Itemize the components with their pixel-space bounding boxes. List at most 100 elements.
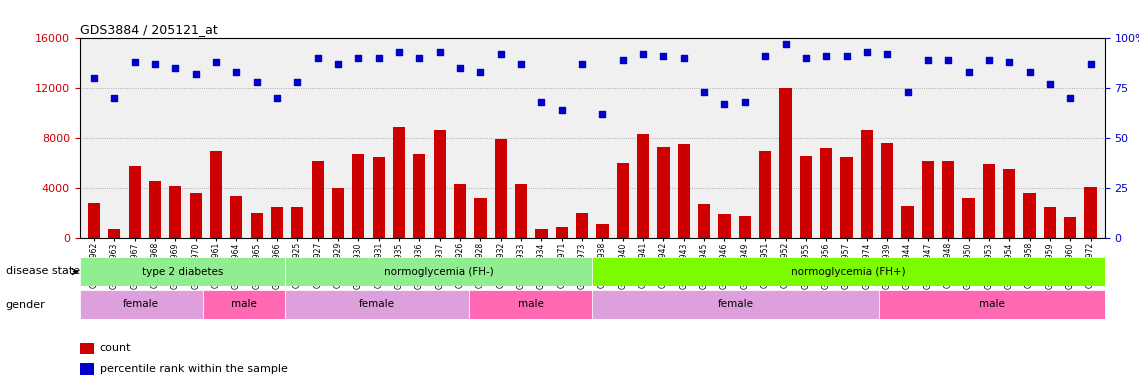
Bar: [210, 151, 222, 238]
Bar: [901, 206, 913, 238]
FancyBboxPatch shape: [80, 290, 203, 319]
Bar: [657, 147, 670, 238]
Point: [939, 57, 957, 63]
Text: gender: gender: [6, 300, 46, 310]
Point: [1000, 59, 1018, 65]
Bar: [474, 198, 486, 238]
Point: [532, 99, 550, 105]
Point: [227, 69, 246, 75]
Point: [146, 61, 164, 68]
Bar: [1064, 217, 1076, 238]
Point: [309, 55, 327, 61]
Bar: [678, 144, 690, 238]
Point: [593, 111, 612, 118]
Bar: [983, 164, 995, 238]
Point: [777, 41, 795, 48]
Point: [187, 71, 205, 78]
Bar: [494, 139, 507, 238]
Bar: [80, 343, 93, 354]
Bar: [170, 186, 181, 238]
Bar: [861, 129, 872, 238]
Bar: [108, 229, 121, 238]
Point: [756, 53, 775, 60]
Point: [350, 55, 368, 61]
Point: [451, 65, 469, 71]
Text: count: count: [100, 343, 131, 353]
FancyBboxPatch shape: [592, 257, 1105, 286]
Bar: [80, 363, 93, 375]
Bar: [698, 204, 711, 238]
Bar: [454, 184, 466, 238]
Point: [614, 57, 632, 63]
Bar: [129, 166, 141, 238]
Bar: [576, 213, 588, 238]
Bar: [535, 229, 548, 238]
Bar: [515, 184, 527, 238]
FancyBboxPatch shape: [285, 290, 469, 319]
Point: [878, 51, 896, 58]
Point: [695, 89, 713, 95]
Text: normoglycemia (FH+): normoglycemia (FH+): [792, 266, 906, 277]
Bar: [1084, 187, 1097, 238]
Point: [552, 107, 571, 113]
Point: [899, 89, 917, 95]
Point: [919, 57, 937, 63]
Point: [166, 65, 185, 71]
Bar: [149, 180, 161, 238]
Point: [959, 69, 977, 75]
Bar: [759, 151, 771, 238]
FancyBboxPatch shape: [469, 290, 592, 319]
Bar: [189, 193, 202, 238]
Bar: [739, 216, 751, 238]
Point: [634, 51, 653, 58]
Bar: [352, 154, 364, 238]
Point: [1082, 61, 1100, 68]
Bar: [292, 207, 303, 238]
Point: [369, 55, 387, 61]
Point: [492, 51, 510, 58]
Bar: [434, 129, 445, 238]
Point: [247, 79, 265, 85]
Point: [329, 61, 347, 68]
Bar: [230, 195, 243, 238]
Bar: [556, 227, 568, 238]
Point: [573, 61, 591, 68]
Point: [1041, 81, 1059, 88]
Point: [511, 61, 530, 68]
Bar: [942, 161, 954, 238]
Bar: [962, 198, 975, 238]
FancyBboxPatch shape: [592, 290, 879, 319]
Bar: [820, 148, 833, 238]
Point: [105, 95, 123, 101]
Text: normoglycemia (FH-): normoglycemia (FH-): [384, 266, 493, 277]
Point: [288, 79, 306, 85]
Text: female: female: [359, 299, 395, 310]
Point: [431, 49, 449, 55]
Bar: [312, 161, 323, 238]
Bar: [393, 127, 405, 238]
Point: [85, 75, 103, 81]
Text: male: male: [980, 299, 1005, 310]
Point: [837, 53, 855, 60]
Text: male: male: [518, 299, 543, 310]
Text: type 2 diabetes: type 2 diabetes: [141, 266, 223, 277]
Bar: [616, 163, 629, 238]
Bar: [331, 188, 344, 238]
Bar: [1043, 207, 1056, 238]
Bar: [1024, 193, 1035, 238]
Point: [858, 49, 876, 55]
Point: [654, 53, 672, 60]
Point: [472, 69, 490, 75]
FancyBboxPatch shape: [203, 290, 285, 319]
Point: [390, 49, 408, 55]
Bar: [413, 154, 426, 238]
Text: disease state: disease state: [6, 266, 80, 276]
Bar: [779, 88, 792, 238]
FancyBboxPatch shape: [80, 257, 285, 286]
Point: [674, 55, 693, 61]
Bar: [271, 207, 284, 238]
Bar: [841, 157, 853, 238]
Point: [410, 55, 428, 61]
FancyBboxPatch shape: [285, 257, 592, 286]
Point: [796, 55, 814, 61]
